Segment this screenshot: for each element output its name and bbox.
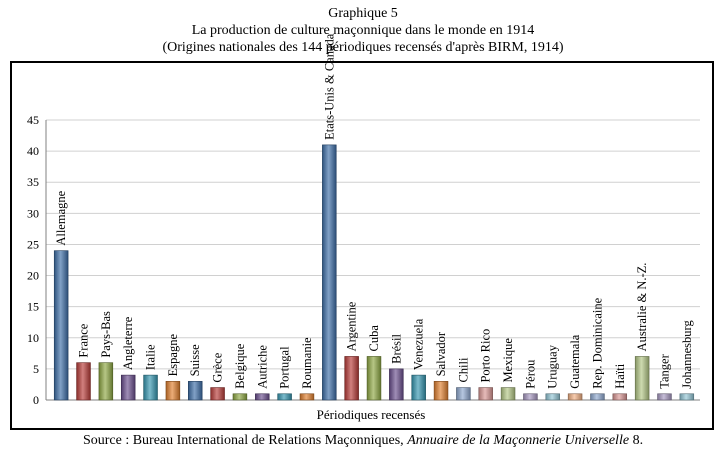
bar-8 <box>232 393 248 401</box>
bar-22 <box>545 393 560 401</box>
x-axis-label: Périodiques recensés <box>317 407 426 422</box>
category-label: Chili <box>456 357 470 383</box>
source-suffix: 8. <box>629 433 644 448</box>
category-label: Cuba <box>367 325 381 352</box>
category-label: Suisse <box>188 344 202 376</box>
category-label: Mexique <box>501 338 515 383</box>
category-label: Haïti <box>613 363 627 389</box>
category-label: Johannesburg <box>680 320 694 389</box>
category-label: Uruguay <box>546 344 560 388</box>
category-label: Pays-Bas <box>99 311 113 358</box>
gridlines <box>46 119 700 401</box>
y-tick-label: 0 <box>33 393 39 407</box>
chart-frame <box>10 61 714 430</box>
bar-18 <box>456 387 471 401</box>
category-label: Italie <box>144 344 158 370</box>
chart-subtitle: (Origines nationales des 144 périodiques… <box>162 40 564 55</box>
category-label: Porto Rico <box>479 329 493 383</box>
category-label: Rep. Dominicaine <box>590 297 604 388</box>
bar-10 <box>277 393 292 401</box>
bar-24 <box>590 393 605 401</box>
y-tick-label: 15 <box>27 300 39 314</box>
category-label: Belgique <box>233 343 247 389</box>
bar-4 <box>143 374 158 401</box>
bar-19 <box>478 387 493 401</box>
bar-2 <box>98 362 114 401</box>
bar-21 <box>523 393 538 401</box>
bar-17 <box>433 381 449 401</box>
bar-20 <box>500 387 516 401</box>
bar-6 <box>188 381 203 401</box>
bar-7 <box>210 387 225 401</box>
y-tick-label: 20 <box>27 269 39 283</box>
category-label: Grèce <box>211 352 225 382</box>
source-publication: Annuaire de la Maçonnerie Universelle <box>407 433 630 448</box>
category-label: Angleterre <box>121 316 135 370</box>
category-label: Roumanie <box>300 337 314 389</box>
bar-11 <box>299 393 315 401</box>
bar-3 <box>120 374 136 401</box>
y-tick-label: 5 <box>33 362 39 376</box>
y-tick-label: 10 <box>27 331 39 345</box>
category-label: France <box>77 323 91 357</box>
bar-14 <box>366 356 382 401</box>
y-tick-label: 35 <box>27 175 39 189</box>
bar-27 <box>657 393 672 401</box>
bar-1 <box>76 362 91 401</box>
category-label: Salvador <box>434 331 448 376</box>
category-label: Argentine <box>345 301 359 351</box>
bar-28 <box>679 393 695 401</box>
y-tick-label: 45 <box>27 113 39 127</box>
bar-25 <box>612 393 628 401</box>
bar-9 <box>255 393 270 401</box>
bar-16 <box>411 374 426 401</box>
chart-title: La production de culture maçonnique dans… <box>191 23 535 38</box>
y-tick-label: 30 <box>27 206 39 220</box>
category-label: Etats-Unis & Canada <box>322 33 336 140</box>
category-label: Pérou <box>523 359 537 389</box>
y-tick-label: 40 <box>27 144 39 158</box>
category-label: Allemagne <box>54 190 68 245</box>
bars <box>53 144 695 401</box>
category-label: Australie & N.-Z. <box>635 263 649 352</box>
bar-5 <box>165 381 181 401</box>
category-label: Venezuela <box>412 318 426 370</box>
category-label: Tanger <box>657 353 671 388</box>
bar-26 <box>634 356 650 401</box>
category-label: Portugal <box>278 346 292 389</box>
chart-heading-number: Graphique 5 <box>328 6 398 21</box>
y-tick-label: 25 <box>27 237 39 251</box>
bar-12 <box>322 144 337 401</box>
bar-13 <box>344 356 359 401</box>
y-axis: 0 5 10 15 20 25 30 35 40 45 <box>27 113 47 407</box>
bar-0 <box>53 250 69 401</box>
category-label: Autriche <box>255 345 269 389</box>
category-label: Guatemala <box>568 334 582 389</box>
bar-15 <box>389 368 404 401</box>
category-label: Brésil <box>389 334 403 364</box>
category-labels: Allemagne France Pays-Bas Angleterre Italie E… <box>54 33 694 389</box>
source-note: Source : Bureau International de Relatio… <box>0 433 726 449</box>
source-prefix: Source : Bureau International de Relatio… <box>82 433 408 448</box>
category-label: Espagne <box>166 334 180 377</box>
bar-23 <box>567 393 583 401</box>
